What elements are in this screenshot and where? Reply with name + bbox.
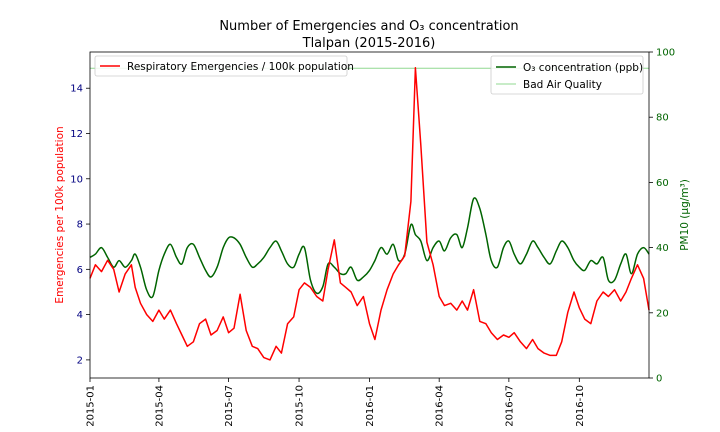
legend-label-respiratory: Respiratory Emergencies / 100k populatio… (127, 61, 354, 73)
right-axis-label: PM10 (μg/m³) (679, 179, 691, 251)
right-tick-label: 0 (656, 374, 662, 385)
left-tick-label: 2 (77, 355, 83, 366)
respiratory-series-layer (89, 67, 650, 361)
x-tick-label: 2015-10 (295, 385, 306, 427)
right-tick-label: 60 (656, 178, 669, 189)
left-tick-label: 10 (70, 174, 83, 185)
chart-subtitle: Tlalpan (2015-2016) (302, 36, 436, 51)
o3-series-layer (89, 197, 650, 299)
respiratory-emergencies-line (89, 67, 650, 361)
chart-title: Number of Emergencies and O₃ concentrati… (219, 19, 518, 34)
left-axis-ticks: 2 4 6 8 10 12 14 (70, 84, 90, 366)
right-tick-label: 40 (656, 243, 669, 254)
x-tick-label: 2016-10 (575, 385, 586, 427)
right-tick-label: 80 (656, 113, 669, 124)
left-tick-label: 12 (70, 129, 83, 140)
legend-label-bad-air: Bad Air Quality (523, 79, 602, 91)
x-tick-label: 2015-07 (224, 385, 235, 427)
x-tick-label: 2016-01 (365, 385, 376, 427)
right-legend-box (490, 55, 644, 95)
left-legend-box (94, 55, 348, 77)
o3-concentration-line (89, 197, 650, 299)
left-axis-label: Emergencies per 100k population (54, 126, 66, 303)
x-tick-label: 2016-07 (504, 385, 515, 427)
right-axis-ticks: 0 20 40 60 80 100 (649, 48, 675, 385)
right-legend: O₃ concentration (ppb) Bad Air Quality (490, 55, 644, 95)
left-tick-label: 4 (77, 310, 83, 321)
left-tick-label: 6 (77, 265, 83, 276)
left-tick-label: 14 (70, 84, 83, 95)
legend-label-o3: O₃ concentration (ppb) (523, 62, 643, 74)
left-tick-label: 8 (77, 220, 83, 231)
right-tick-label: 100 (656, 48, 675, 59)
x-axis-ticks: 2015-01 2015-04 2015-07 2015-10 2016-01 2016-… (86, 378, 586, 427)
x-tick-label: 2015-01 (86, 385, 97, 427)
right-tick-label: 20 (656, 308, 669, 319)
left-legend: Respiratory Emergencies / 100k populatio… (94, 55, 354, 77)
x-tick-label: 2016-04 (435, 385, 446, 427)
plot-background (90, 52, 649, 378)
x-tick-label: 2015-04 (154, 385, 165, 427)
